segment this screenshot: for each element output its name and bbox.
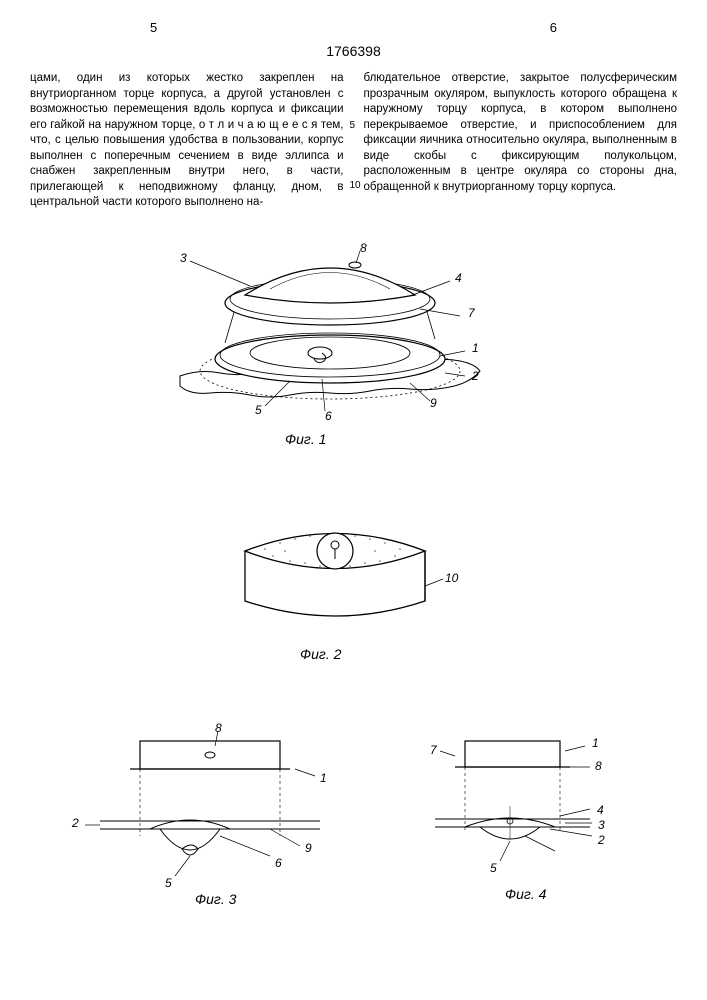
- fig4-ref-1: 1: [592, 736, 599, 750]
- fig1-ref-6: 6: [325, 409, 332, 423]
- fig4-ref-8: 8: [595, 759, 602, 773]
- page-right: 6: [550, 20, 557, 35]
- figure-2-svg: [225, 501, 445, 641]
- line-marker-5: 5: [350, 119, 356, 133]
- page-left: 5: [150, 20, 157, 35]
- column-right: 5 10 блюдательное отверстие, закрытое по…: [364, 71, 678, 211]
- fig3-ref-8: 8: [215, 721, 222, 735]
- fig1-ref-1: 1: [472, 341, 479, 355]
- figure-1-svg: [150, 231, 510, 431]
- fig1-ref-5: 5: [255, 403, 262, 417]
- figure-4-svg: [410, 721, 610, 891]
- column-left: цами, один из которых жестко закреплен н…: [30, 71, 344, 211]
- fig3-ref-1: 1: [320, 771, 327, 785]
- fig4-ref-3: 3: [598, 818, 605, 832]
- doc-number: 1766398: [30, 43, 677, 59]
- line-marker-10: 10: [350, 179, 361, 193]
- fig4-label: Фиг. 4: [505, 886, 546, 902]
- fig1-ref-8: 8: [360, 241, 367, 255]
- fig1-ref-4: 4: [455, 271, 462, 285]
- fig1-ref-7: 7: [468, 306, 475, 320]
- fig2-label: Фиг. 2: [300, 646, 341, 662]
- fig4-ref-2: 2: [598, 833, 605, 847]
- fig3-ref-2: 2: [72, 816, 79, 830]
- text-columns: цами, один из которых жестко закреплен н…: [30, 71, 677, 211]
- fig1-label: Фиг. 1: [285, 431, 326, 447]
- column-right-text: блюдательное отверстие, закрытое полусфе…: [364, 72, 678, 193]
- fig3-ref-5: 5: [165, 876, 172, 890]
- fig2-ref-10: 10: [445, 571, 458, 585]
- fig4-ref-4: 4: [597, 803, 604, 817]
- fig1-ref-3: 3: [180, 251, 187, 265]
- fig1-ref-2: 2: [472, 369, 479, 383]
- column-left-text: цами, один из которых жестко закреплен н…: [30, 72, 344, 208]
- fig3-ref-6: 6: [275, 856, 282, 870]
- figure-3-svg: [70, 721, 330, 891]
- page-numbers: 5 6: [30, 20, 677, 35]
- fig4-ref-7: 7: [430, 743, 437, 757]
- figures-area: 3 8 4 7 1 2 9 5 6 Фиг. 1 10 Фиг. 2: [30, 231, 677, 991]
- fig3-label: Фиг. 3: [195, 891, 236, 907]
- fig1-ref-9: 9: [430, 396, 437, 410]
- fig4-ref-5: 5: [490, 861, 497, 875]
- fig3-ref-9: 9: [305, 841, 312, 855]
